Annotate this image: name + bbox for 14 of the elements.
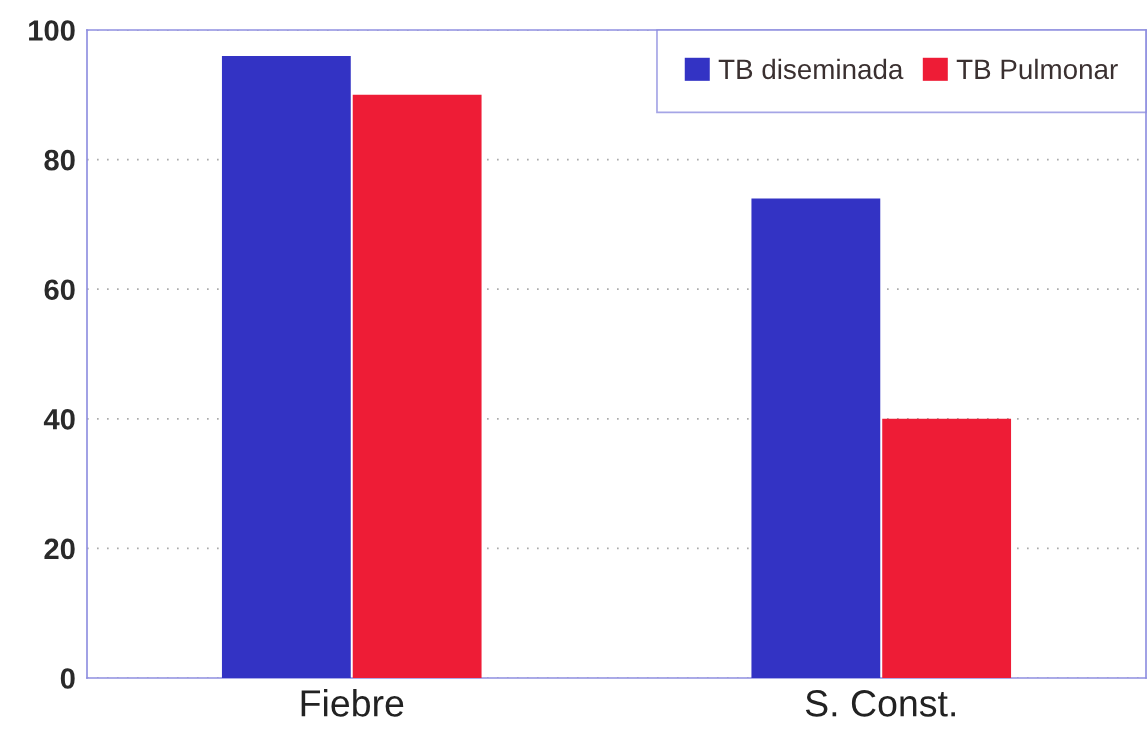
y-tick-label: 80 (44, 149, 75, 171)
y-tick-label: 60 (44, 279, 75, 301)
bar (352, 94, 482, 678)
bar (221, 55, 351, 678)
x-tick-label: S. Const. (805, 690, 955, 717)
y-tick-label: 100 (29, 20, 75, 41)
y-tick-label: 40 (43, 409, 75, 430)
bar (751, 198, 881, 678)
y-tick-label: 0 (60, 668, 75, 689)
legend-label: TB diseminada (718, 58, 904, 80)
bar (882, 418, 1012, 678)
legend-label: TB Pulmonar (956, 58, 1118, 80)
x-tick-label: Fiebre (301, 689, 404, 717)
y-tick-label: 20 (44, 538, 75, 560)
